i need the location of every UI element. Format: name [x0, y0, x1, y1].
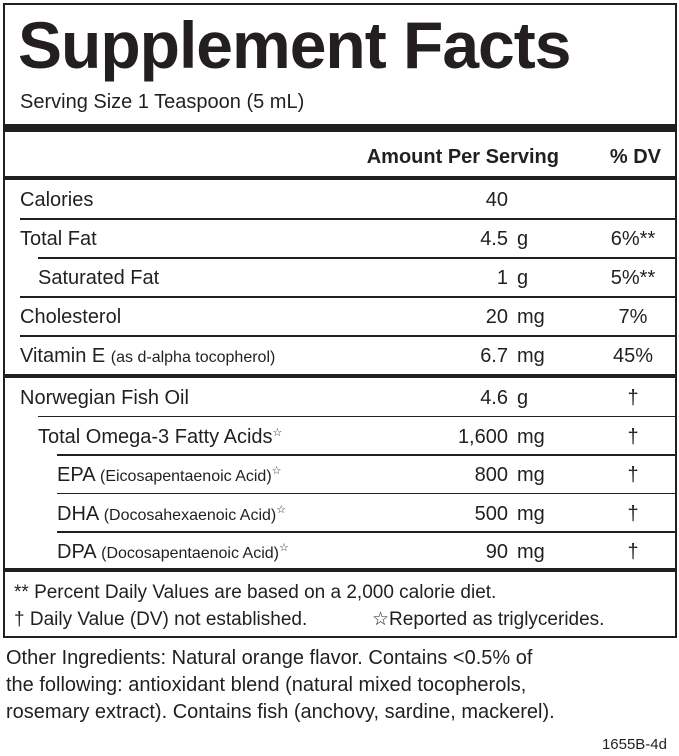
unit: mg	[517, 502, 545, 525]
name: DHA	[57, 502, 99, 525]
mark: ☆	[276, 503, 287, 516]
mark: ☆	[271, 465, 282, 477]
name: Cholesterol	[20, 306, 122, 328]
ingredients-line: rosemary extract). Contains fish (anchov…	[6, 701, 555, 723]
row-rule	[57, 454, 675, 456]
unit: g	[517, 267, 529, 289]
unit: mg	[517, 425, 545, 448]
footnote: ☆Reported as triglycerides.	[372, 609, 605, 630]
daily-value: †	[627, 387, 639, 409]
rule	[5, 568, 675, 572]
daily-value: †	[627, 425, 639, 448]
mark: ☆	[279, 542, 289, 554]
amount: 40	[485, 189, 508, 211]
daily-value: 7%	[618, 306, 648, 328]
mark: ☆	[272, 426, 283, 439]
row-rule	[20, 218, 675, 220]
nutrient-name: Calories	[20, 190, 93, 210]
row-rule	[38, 257, 675, 259]
name: Vitamin E	[20, 345, 106, 367]
unit: mg	[517, 464, 545, 486]
row-rule	[20, 296, 675, 298]
serving-size: Serving Size 1 Teaspoon (5 mL)	[20, 91, 305, 113]
amount: 6.7	[480, 345, 508, 367]
row-rule	[57, 531, 675, 533]
row-rule	[20, 335, 675, 337]
row-rule	[57, 492, 675, 494]
nutrient-name: EPA (Eicosapentaenoic Acid)☆	[57, 465, 282, 485]
name: DPA	[57, 541, 96, 563]
name: Norwegian Fish Oil	[20, 387, 189, 409]
daily-value: 45%	[612, 345, 654, 367]
nutrient-name: DPA (Docosapentaenoic Acid)☆	[57, 542, 289, 562]
qualifier: (as d-alpha tocopherol)	[110, 349, 276, 366]
name: Saturated Fat	[38, 267, 160, 289]
amount: 800	[474, 464, 508, 486]
nutrient-name: Norwegian Fish Oil	[20, 388, 189, 408]
name: Calories	[20, 189, 94, 211]
unit: mg	[517, 345, 545, 367]
amount: 500	[474, 502, 508, 525]
amount-header: Amount Per Serving	[366, 146, 559, 168]
unit: mg	[517, 541, 545, 563]
rule	[5, 176, 675, 180]
daily-value: 5%**	[610, 267, 656, 289]
daily-value: †	[627, 502, 639, 525]
qualifier: (Docosahexaenoic Acid)	[103, 506, 277, 524]
nutrient-name: Cholesterol	[20, 307, 121, 327]
qualifier: (Docosapentaenoic Acid)	[101, 545, 279, 562]
name: Total Fat	[20, 228, 97, 250]
amount: 1,600	[457, 425, 508, 448]
footnote: ** Percent Daily Values are based on a 2…	[14, 582, 497, 603]
nutrient-name: Saturated Fat	[38, 268, 159, 288]
row-rule	[38, 415, 675, 417]
amount: 20	[485, 306, 508, 328]
amount: 90	[485, 541, 508, 563]
ingredients-line: Other Ingredients: Natural orange flavor…	[6, 647, 533, 669]
amount: 4.5	[480, 228, 508, 250]
nutrient-name: Total Fat	[20, 229, 97, 249]
product-code: 1655B-4d	[601, 736, 667, 753]
title: Supplement Facts	[18, 8, 571, 82]
facts-box	[3, 3, 677, 638]
daily-value: 6%**	[610, 228, 656, 250]
footnote: † Daily Value (DV) not established.	[14, 609, 308, 630]
name: EPA	[57, 464, 95, 486]
amount: 1	[496, 267, 508, 289]
unit: mg	[517, 306, 545, 328]
thick-rule	[5, 124, 675, 132]
daily-value: †	[627, 464, 639, 486]
nutrient-name: Total Omega-3 Fatty Acids☆	[38, 427, 282, 447]
nutrient-name: DHA (Docosahexaenoic Acid)☆	[57, 504, 286, 524]
nutrient-name: Vitamin E (as d-alpha tocopherol)	[20, 346, 275, 366]
ingredients-line: the following: antioxidant blend (natura…	[6, 674, 527, 696]
rule	[5, 374, 675, 378]
unit: g	[517, 387, 529, 409]
amount: 4.6	[480, 387, 508, 409]
name: Total Omega-3 Fatty Acids	[38, 425, 273, 448]
unit: g	[517, 228, 529, 250]
daily-value: †	[627, 541, 639, 563]
dv-header: % DV	[609, 146, 661, 168]
qualifier: (Eicosapentaenoic Acid)	[100, 468, 272, 485]
